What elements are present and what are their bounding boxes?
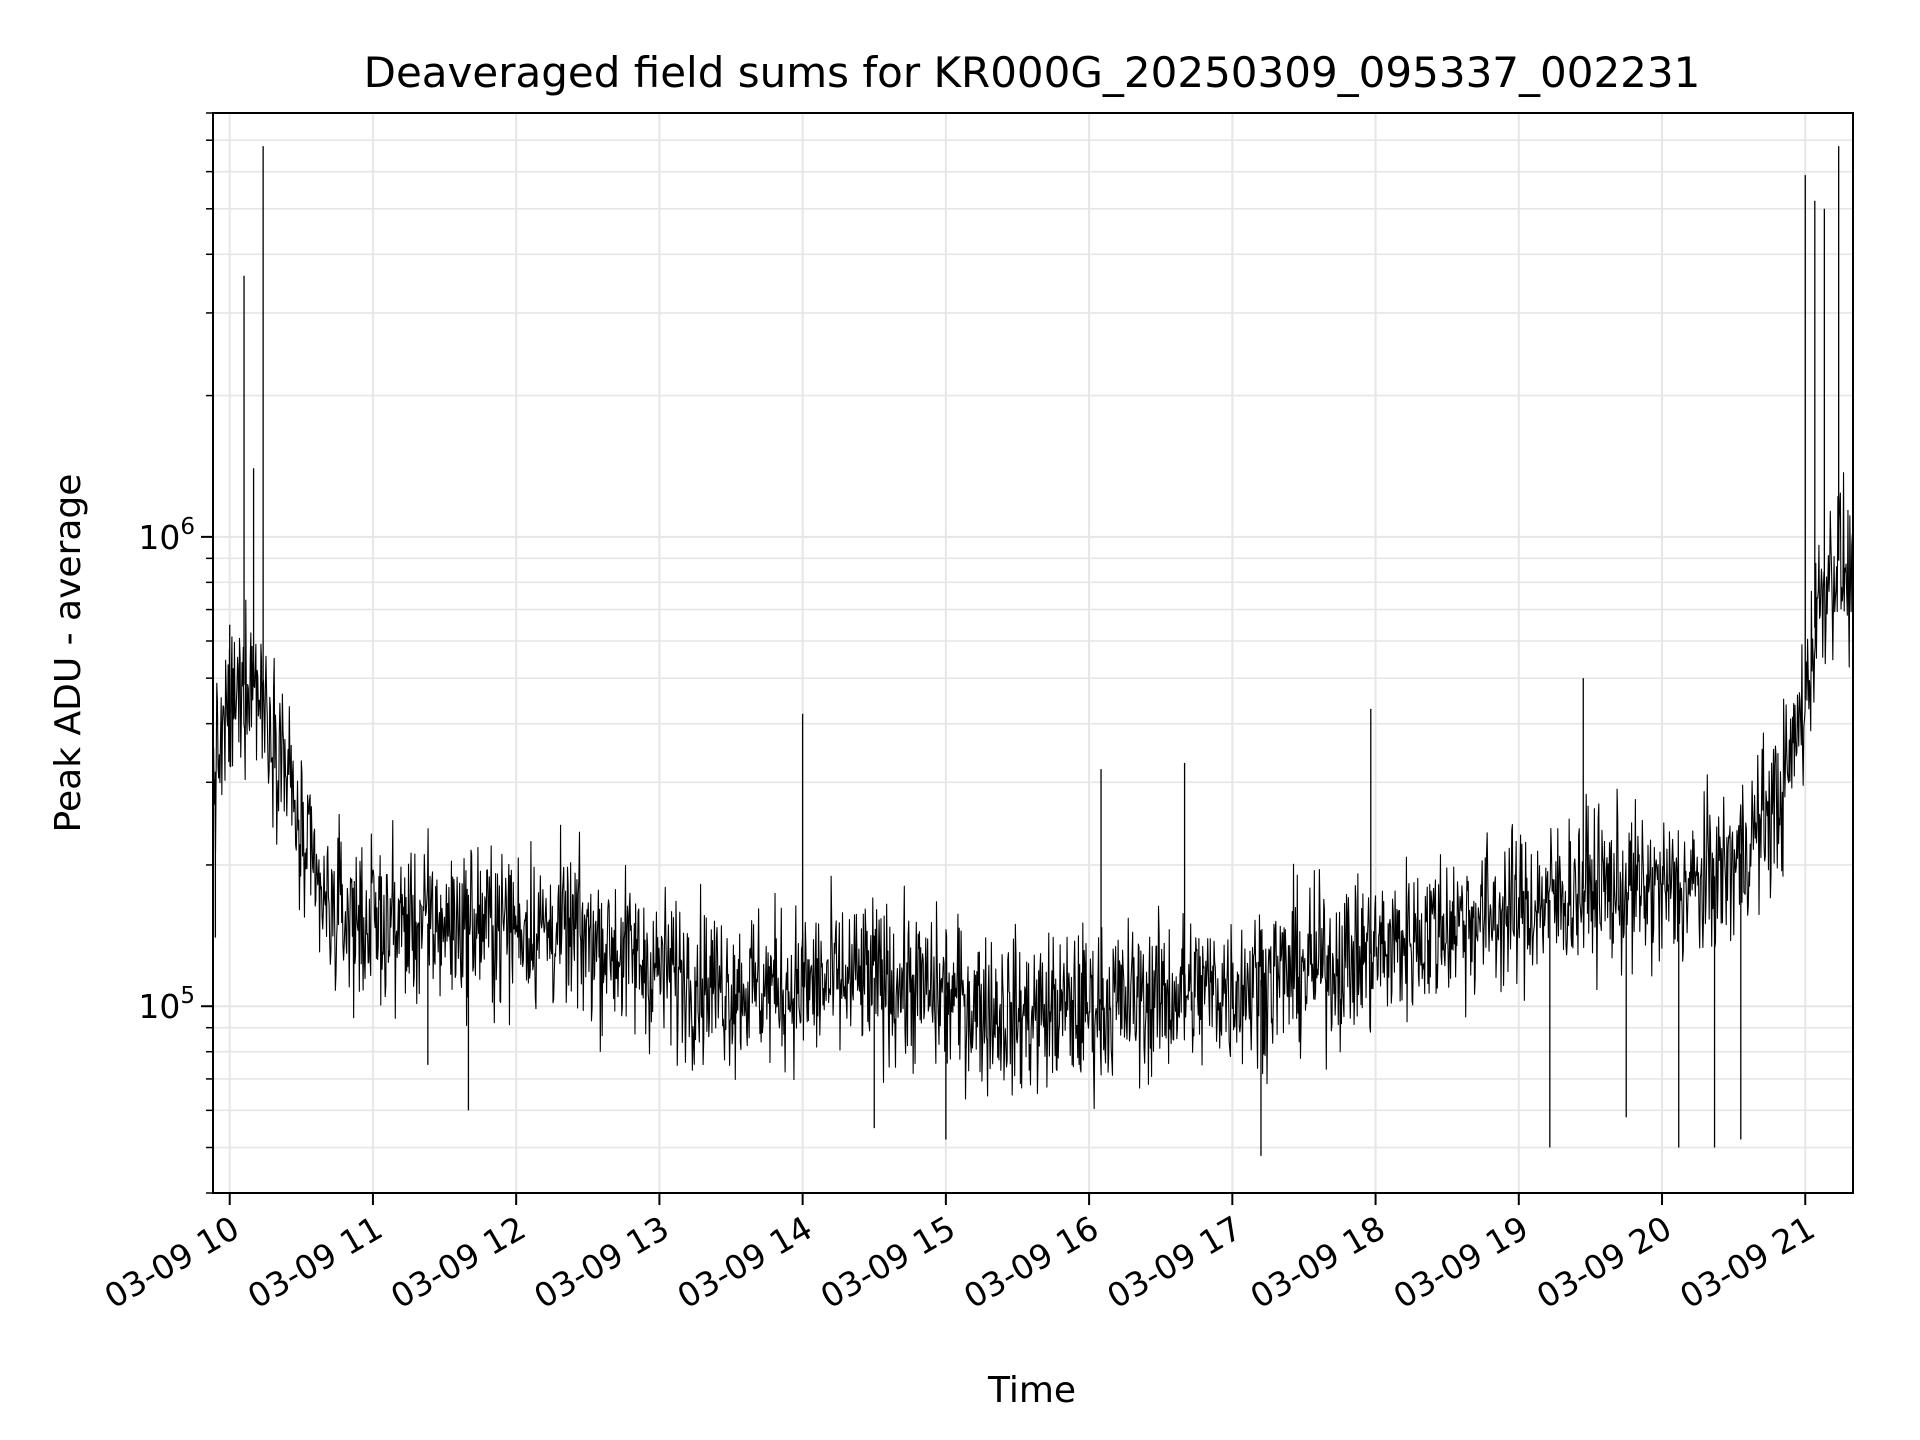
grid: [213, 112, 1853, 1194]
series-line: [212, 472, 1854, 1110]
y-axis: 105 106: [138, 112, 213, 1194]
plot-frame: [212, 112, 1854, 1194]
y-tick-label: 106: [138, 514, 195, 557]
y-axis-label: Peak ADU - average: [48, 474, 89, 833]
chart-title: Deaveraged field sums for KR000G_2025030…: [364, 48, 1701, 97]
series-group: [212, 146, 1854, 1156]
x-axis-label: Time: [987, 1370, 1076, 1411]
y-tick-label: 105: [138, 983, 195, 1026]
